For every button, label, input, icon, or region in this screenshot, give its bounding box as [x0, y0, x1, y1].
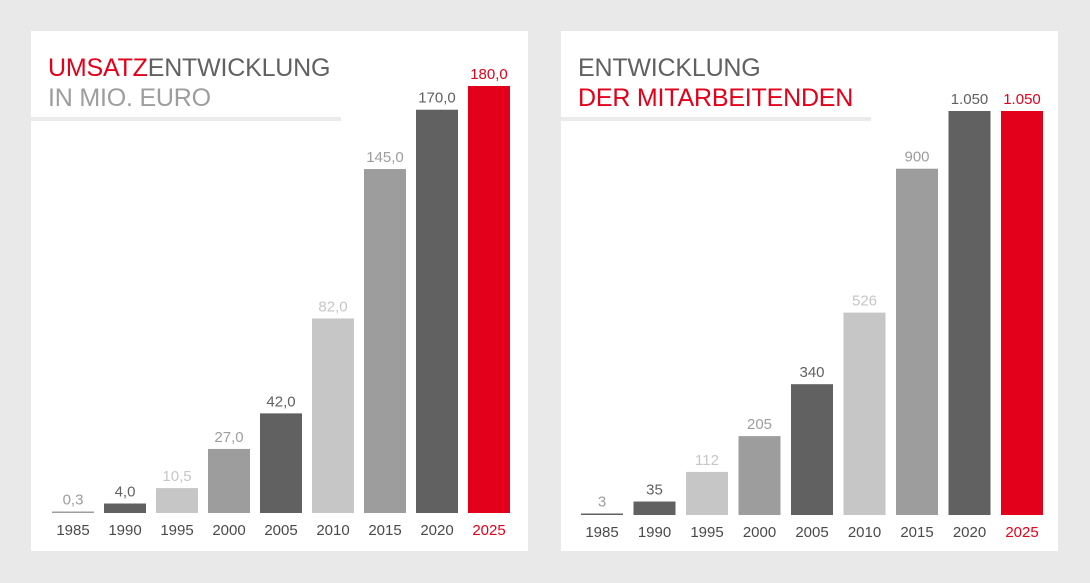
- data-label-2020: 1.050: [951, 91, 989, 108]
- x-tick-2020: 2020: [953, 524, 986, 541]
- employees-chart-panel: ENTWICKLUNG DER MITARBEITENDEN 3 1985 35 19…: [561, 31, 1058, 551]
- bar-2010: [843, 312, 886, 515]
- revenue-chart-panel: UMSATZENTWICKLUNG IN MIO. EURO 0,3 1985 4,…: [31, 31, 528, 551]
- revenue-chart-title: UMSATZENTWICKLUNG IN MIO. EURO: [48, 53, 330, 113]
- data-label-2015: 145,0: [366, 149, 404, 166]
- x-tick-2005: 2005: [795, 524, 828, 541]
- bar-1995: [686, 471, 728, 515]
- data-label-2005: 42,0: [266, 393, 295, 410]
- x-tick-2025: 2025: [472, 522, 505, 539]
- data-label-1990: 35: [646, 482, 663, 499]
- bar-1985: [52, 511, 94, 513]
- x-tick-1995: 1995: [160, 522, 193, 539]
- x-tick-2005: 2005: [264, 522, 297, 539]
- x-tick-1985: 1985: [585, 524, 618, 541]
- data-label-1995: 10,5: [162, 468, 191, 485]
- employees-bars: 3 1985 35 1990 112 1995 205 2000 340 2005 526 2010 9…: [581, 91, 1043, 541]
- bar-2000: [208, 448, 250, 513]
- bar-2005: [260, 413, 302, 513]
- data-label-2025: 180,0: [470, 66, 508, 83]
- x-tick-2020: 2020: [420, 522, 453, 539]
- employees-chart-title: ENTWICKLUNG DER MITARBEITENDEN: [578, 53, 853, 113]
- title-rest: ENTWICKLUNG: [147, 54, 331, 82]
- data-label-1985: 3: [598, 494, 606, 511]
- data-label-1995: 112: [695, 452, 719, 469]
- x-tick-2025: 2025: [1005, 524, 1038, 541]
- x-tick-2010: 2010: [848, 524, 881, 541]
- x-tick-2000: 2000: [743, 524, 776, 541]
- x-tick-2015: 2015: [368, 522, 401, 539]
- x-tick-1995: 1995: [690, 524, 723, 541]
- data-label-2010: 82,0: [318, 298, 347, 315]
- data-label-1990: 4,0: [115, 484, 136, 501]
- bar-2005: [791, 384, 833, 515]
- bar-1990: [633, 501, 676, 515]
- data-label-2000: 205: [747, 416, 772, 433]
- subtitle: IN MIO. EURO: [48, 84, 211, 112]
- bar-2020: [948, 111, 991, 515]
- x-tick-2000: 2000: [212, 522, 245, 539]
- data-label-1985: 0,3: [63, 492, 84, 509]
- bar-2025: [468, 86, 510, 513]
- x-tick-2010: 2010: [316, 522, 349, 539]
- bar-2020: [416, 109, 458, 513]
- data-label-2025: 1.050: [1003, 91, 1041, 108]
- revenue-bars: 0,3 1985 4,0 1990 10,5 1995 27,0 2000 42,0 2005 82…: [52, 66, 510, 539]
- bar-1985: [581, 513, 623, 515]
- bar-2025: [1001, 111, 1043, 515]
- bar-2015: [896, 168, 938, 515]
- bar-1995: [156, 488, 198, 513]
- x-tick-1990: 1990: [638, 524, 671, 541]
- bar-2010: [312, 318, 354, 513]
- title-highlight: DER MITARBEITENDEN: [578, 84, 854, 112]
- data-label-2015: 900: [904, 149, 929, 166]
- x-tick-1990: 1990: [108, 522, 141, 539]
- title-rule: [561, 117, 871, 121]
- data-label-2005: 340: [799, 364, 824, 381]
- title-rest: ENTWICKLUNG: [578, 54, 761, 82]
- title-rule: [31, 117, 341, 121]
- data-label-2000: 27,0: [214, 429, 243, 446]
- bar-2015: [364, 169, 406, 513]
- bar-1990: [104, 503, 146, 513]
- x-tick-1985: 1985: [56, 522, 89, 539]
- title-highlight: UMSATZ: [48, 54, 148, 82]
- data-label-2020: 170,0: [418, 90, 456, 107]
- x-tick-2015: 2015: [900, 524, 933, 541]
- bar-2000: [738, 436, 781, 515]
- data-label-2010: 526: [852, 293, 877, 310]
